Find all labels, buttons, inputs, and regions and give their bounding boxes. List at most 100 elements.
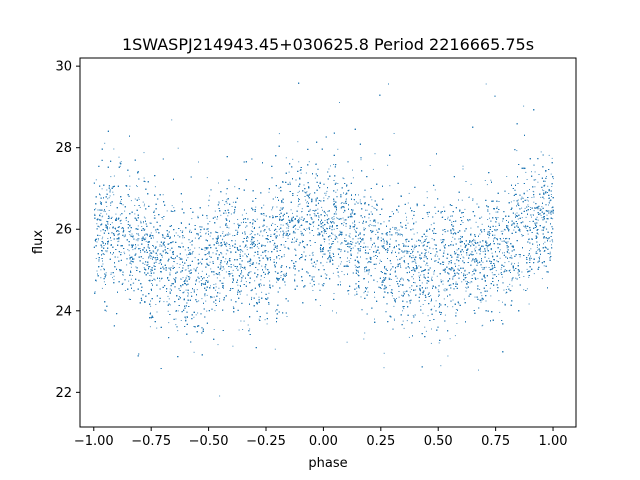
data-point — [236, 229, 238, 231]
data-point — [239, 275, 241, 277]
data-point — [458, 265, 460, 267]
data-point — [415, 261, 417, 263]
data-point — [471, 281, 473, 283]
data-point — [156, 327, 158, 329]
data-point — [358, 194, 359, 196]
data-point — [124, 290, 126, 291]
data-point — [552, 241, 554, 243]
data-point — [314, 215, 316, 217]
data-point — [243, 246, 245, 248]
data-point — [292, 220, 294, 222]
data-point — [117, 256, 119, 258]
data-point — [247, 324, 249, 326]
data-point — [249, 271, 251, 273]
data-point — [154, 186, 156, 188]
data-point — [348, 189, 350, 191]
data-point — [394, 319, 395, 321]
data-point — [424, 326, 426, 328]
data-point — [433, 273, 435, 275]
data-point — [299, 203, 301, 205]
data-point — [507, 225, 509, 227]
data-point — [352, 241, 354, 243]
data-point — [540, 214, 542, 216]
data-point — [264, 319, 266, 321]
data-point — [496, 206, 498, 208]
data-point — [402, 310, 403, 312]
data-point — [521, 207, 523, 209]
data-point — [99, 235, 101, 236]
data-point — [169, 304, 171, 306]
data-point — [169, 272, 171, 274]
data-point — [369, 257, 371, 259]
data-point — [400, 284, 401, 286]
data-point — [484, 180, 486, 181]
data-point — [346, 193, 348, 195]
data-point — [491, 272, 493, 274]
data-point — [256, 246, 258, 248]
data-point — [161, 234, 163, 235]
data-point — [111, 253, 113, 255]
data-point — [435, 300, 437, 302]
data-point — [501, 240, 503, 242]
data-point — [367, 262, 369, 264]
data-point — [517, 199, 519, 201]
data-point — [374, 296, 376, 298]
data-point — [368, 271, 370, 273]
data-point — [348, 246, 350, 248]
data-point — [200, 261, 202, 263]
data-point — [225, 246, 227, 247]
data-point — [110, 274, 112, 275]
data-point — [536, 252, 538, 254]
data-point — [376, 281, 378, 283]
data-point — [405, 241, 407, 243]
data-point — [357, 274, 359, 276]
data-point — [171, 119, 173, 121]
data-point — [528, 303, 530, 305]
data-point — [423, 256, 425, 258]
data-point — [462, 222, 464, 223]
data-point — [264, 251, 266, 253]
data-point — [514, 213, 516, 215]
data-point — [548, 204, 549, 206]
data-point — [491, 269, 493, 270]
data-point — [515, 277, 517, 279]
data-point — [413, 233, 415, 235]
data-point — [250, 233, 252, 235]
data-point — [300, 172, 302, 174]
data-point — [254, 220, 256, 222]
data-point — [149, 222, 151, 224]
data-point — [335, 191, 337, 193]
data-point — [349, 233, 351, 235]
data-point — [484, 281, 486, 282]
data-point — [355, 266, 357, 268]
data-point — [276, 257, 278, 259]
data-point — [228, 232, 229, 234]
data-point — [472, 200, 474, 201]
data-point — [536, 246, 538, 248]
data-point — [130, 266, 132, 268]
data-point — [442, 280, 444, 282]
data-point — [461, 199, 463, 201]
data-point — [329, 247, 331, 249]
data-point — [227, 250, 229, 252]
data-point — [401, 284, 403, 286]
data-point — [340, 203, 342, 204]
data-point — [506, 176, 508, 177]
data-point — [222, 238, 224, 240]
data-point — [222, 287, 223, 288]
data-point — [369, 261, 371, 263]
data-point — [231, 206, 233, 207]
data-point — [268, 191, 270, 193]
data-point — [278, 228, 280, 230]
data-point — [336, 237, 338, 239]
data-point — [489, 287, 491, 289]
data-point — [354, 264, 356, 266]
data-point — [177, 310, 179, 312]
data-point — [309, 210, 311, 212]
data-point — [257, 243, 258, 245]
data-point — [156, 254, 158, 256]
data-point — [156, 311, 158, 313]
data-point — [228, 227, 230, 229]
data-point — [324, 241, 325, 243]
data-point — [416, 205, 418, 207]
